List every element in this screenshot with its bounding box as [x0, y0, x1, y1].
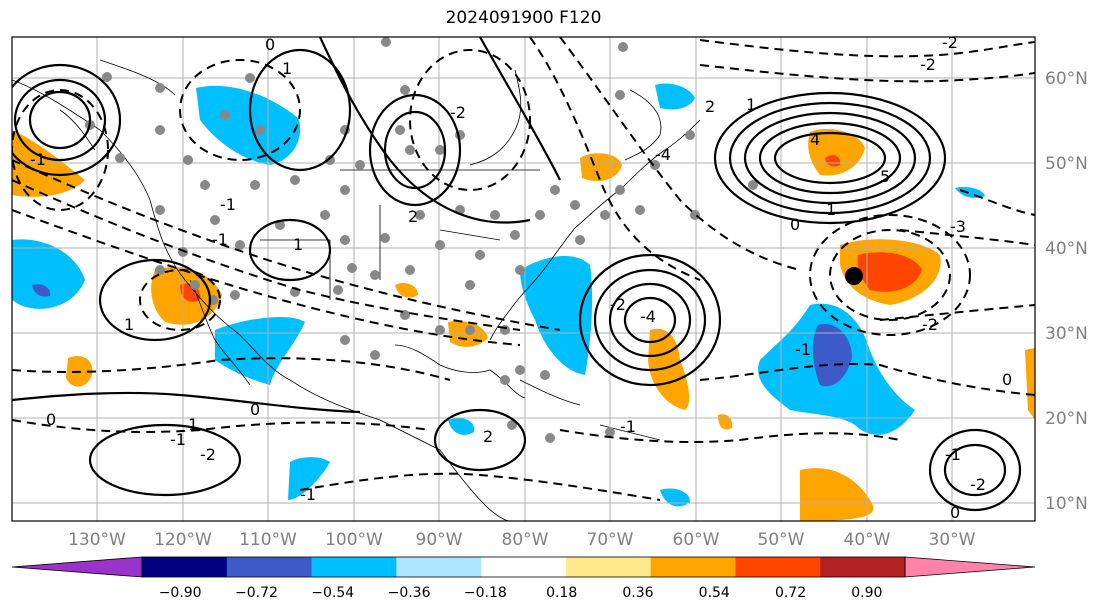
contour-label: -2	[920, 55, 936, 74]
colorbar-tick-label: −0.36	[388, 585, 431, 601]
contour-label: -1	[30, 150, 46, 169]
lon-label: 90°W	[416, 530, 463, 550]
contour-label: 0	[250, 400, 260, 419]
colorbar-extend-low	[11, 556, 143, 578]
colorbar-tick-label: −0.54	[311, 585, 354, 601]
coastlines	[12, 59, 701, 521]
contour-label: 1	[124, 315, 134, 334]
lat-label: 30°N	[1045, 324, 1088, 344]
lon-label: 110°W	[239, 530, 297, 550]
contour-label: -2	[450, 103, 466, 122]
colorbar	[11, 556, 1036, 578]
colorbar-tick-label: 0.72	[775, 585, 806, 601]
contour-label: -4	[655, 145, 671, 164]
contour-label: 2	[483, 427, 493, 446]
contour-lines-dashed	[12, 37, 1035, 501]
contour-label: 0	[950, 503, 960, 522]
contour-label: -2	[922, 315, 938, 334]
contour-label: -4	[640, 307, 656, 326]
colorbar-tick-label: −0.72	[235, 585, 278, 601]
colorbar-labels: −0.90 −0.72 −0.54 −0.36 −0.18 0.18 0.36 0.54 0.7…	[159, 585, 883, 601]
contour-label: 1	[293, 235, 303, 254]
contour-labels: 0 1 -1 -2 2 -1 -1 1 1 0 0 -1 1 -2 2 -2 -…	[30, 33, 1012, 522]
lon-label: 120°W	[154, 530, 212, 550]
map-title: 2024091900 F120	[445, 8, 602, 28]
colorbar-bin	[142, 557, 228, 577]
colorbar-bin	[396, 557, 482, 577]
map-plot-area: 0 1 -1 -2 2 -1 -1 1 1 0 0 -1 1 -2 2 -2 -…	[12, 33, 1035, 522]
station-markers	[85, 37, 758, 443]
contour-label: 2	[408, 207, 418, 226]
colorbar-bin	[481, 557, 567, 577]
contour-label: -1	[795, 340, 811, 359]
contour-label: 1	[826, 200, 836, 219]
contour-label: 0	[790, 215, 800, 234]
lon-label: 40°W	[844, 530, 891, 550]
contour-label: 0	[265, 35, 275, 54]
lon-label: 50°W	[758, 530, 805, 550]
colorbar-outline	[141, 556, 906, 578]
shading-layer	[12, 83, 1035, 521]
lon-label: 70°W	[587, 530, 634, 550]
lat-label: 60°N	[1045, 69, 1088, 89]
colorbar-tick-label: −0.18	[464, 585, 507, 601]
contour-label: -1	[220, 195, 236, 214]
contour-label: 0	[46, 410, 56, 429]
colorbar-tick-label: 0.90	[851, 585, 882, 601]
contour-label: -2	[200, 445, 216, 464]
latitude-labels: 60°N 50°N 40°N 30°N 20°N 10°N	[1045, 69, 1088, 514]
colorbar-bin	[650, 557, 736, 577]
colorbar-tick-label: 0.36	[622, 585, 653, 601]
contour-label: 0	[1002, 370, 1012, 389]
lon-label: 130°W	[68, 530, 126, 550]
contour-label: -1	[945, 445, 961, 464]
contour-label: -1	[620, 417, 636, 436]
colorbar-tick-label: 0.54	[699, 585, 730, 601]
colorbar-bin	[735, 557, 821, 577]
contour-label: 5	[880, 167, 890, 186]
colorbar-extend-high	[904, 556, 1036, 578]
lon-label: 80°W	[502, 530, 549, 550]
colorbar-bin	[565, 557, 652, 577]
colorbar-bin	[226, 557, 313, 577]
contour-label: -1	[170, 430, 186, 449]
contour-label: -1	[300, 485, 316, 504]
colorbar-tick-label: −0.90	[159, 585, 202, 601]
contour-label: 1	[746, 95, 756, 114]
map-frame	[11, 36, 1036, 522]
lat-label: 20°N	[1045, 409, 1088, 429]
contour-label: 1	[282, 59, 292, 78]
gridlines	[12, 37, 1035, 521]
lon-label: 100°W	[325, 530, 383, 550]
lon-label: 60°W	[673, 530, 720, 550]
contour-label: 2	[705, 97, 715, 116]
colorbar-tick-label: 0.18	[546, 585, 577, 601]
contour-label: -2	[970, 475, 986, 494]
colorbar-bin	[311, 557, 397, 577]
lat-label: 10°N	[1045, 494, 1088, 514]
colorbar-bin	[820, 557, 906, 577]
lat-label: 40°N	[1045, 239, 1088, 259]
contour-label: -2	[610, 295, 626, 314]
contour-label: -1	[212, 230, 228, 249]
contour-label: 1	[188, 415, 198, 434]
lon-label: 30°W	[929, 530, 976, 550]
contour-label: 4	[810, 130, 820, 149]
target-location-marker	[845, 267, 863, 285]
lat-label: 50°N	[1045, 154, 1088, 174]
longitude-labels: 130°W 120°W 110°W 100°W 90°W 80°W 70°W 6…	[68, 530, 976, 550]
contour-label: -2	[942, 33, 958, 52]
contour-label: -3	[950, 217, 966, 236]
